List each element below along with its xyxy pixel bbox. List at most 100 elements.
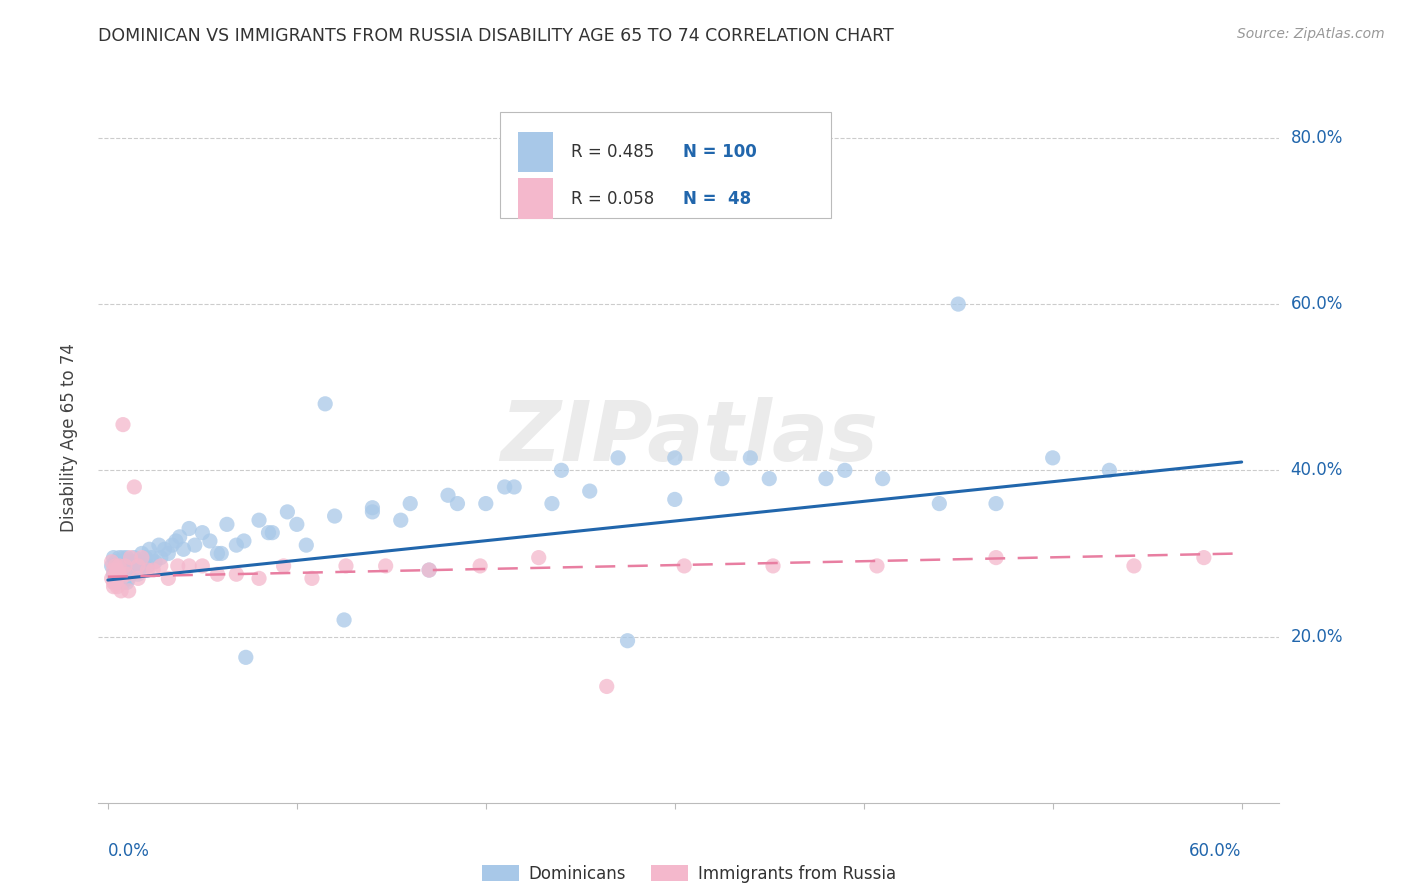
Point bbox=[418, 563, 440, 577]
Point bbox=[110, 571, 132, 585]
Point bbox=[166, 558, 188, 573]
Point bbox=[149, 550, 172, 565]
Point bbox=[207, 567, 229, 582]
Point bbox=[136, 558, 159, 573]
Point bbox=[262, 525, 284, 540]
Point bbox=[541, 497, 564, 511]
Point bbox=[104, 567, 127, 582]
Point bbox=[104, 555, 127, 569]
Point bbox=[121, 555, 143, 569]
Text: 60.0%: 60.0% bbox=[1291, 295, 1343, 313]
Point bbox=[872, 472, 894, 486]
Text: 80.0%: 80.0% bbox=[1291, 128, 1343, 147]
Point bbox=[110, 555, 132, 569]
Point bbox=[758, 472, 780, 486]
Text: N = 100: N = 100 bbox=[683, 143, 756, 161]
Point bbox=[120, 558, 142, 573]
Text: Source: ZipAtlas.com: Source: ZipAtlas.com bbox=[1237, 27, 1385, 41]
Point bbox=[257, 525, 280, 540]
Point bbox=[1098, 463, 1121, 477]
FancyBboxPatch shape bbox=[501, 112, 831, 218]
Point bbox=[105, 575, 128, 590]
Point bbox=[135, 550, 157, 565]
Point bbox=[124, 550, 146, 565]
Point bbox=[273, 558, 295, 573]
Point bbox=[948, 297, 970, 311]
Point bbox=[115, 558, 138, 573]
Point bbox=[191, 525, 214, 540]
Point bbox=[984, 497, 1007, 511]
Point bbox=[100, 558, 122, 573]
Point bbox=[103, 550, 125, 565]
Point bbox=[225, 567, 247, 582]
Point bbox=[550, 463, 572, 477]
Point bbox=[110, 558, 132, 573]
Point bbox=[527, 550, 550, 565]
Point bbox=[115, 567, 138, 582]
Text: N =  48: N = 48 bbox=[683, 190, 751, 208]
Legend: Dominicans, Immigrants from Russia: Dominicans, Immigrants from Russia bbox=[475, 858, 903, 889]
Point bbox=[132, 558, 155, 573]
Point bbox=[111, 575, 134, 590]
Point bbox=[301, 571, 323, 585]
Point bbox=[711, 472, 734, 486]
Point bbox=[418, 563, 440, 577]
Point bbox=[361, 500, 384, 515]
Point bbox=[673, 558, 696, 573]
Point bbox=[105, 563, 128, 577]
Point bbox=[169, 530, 191, 544]
Point bbox=[209, 546, 232, 560]
Point bbox=[596, 680, 619, 694]
Point bbox=[928, 497, 950, 511]
Text: ZIPatlas: ZIPatlas bbox=[501, 397, 877, 477]
Point bbox=[232, 533, 254, 548]
Point bbox=[105, 558, 128, 573]
Text: DOMINICAN VS IMMIGRANTS FROM RUSSIA DISABILITY AGE 65 TO 74 CORRELATION CHART: DOMINICAN VS IMMIGRANTS FROM RUSSIA DISA… bbox=[98, 27, 894, 45]
Point bbox=[160, 538, 183, 552]
Point bbox=[131, 546, 153, 560]
Point bbox=[114, 555, 136, 569]
Point bbox=[143, 555, 166, 569]
Point bbox=[108, 567, 131, 582]
Point bbox=[740, 450, 762, 465]
Point bbox=[215, 517, 238, 532]
Point bbox=[607, 450, 630, 465]
Point bbox=[616, 633, 638, 648]
Point bbox=[114, 571, 136, 585]
Point bbox=[138, 542, 160, 557]
Point bbox=[494, 480, 516, 494]
Point bbox=[105, 571, 128, 585]
Point bbox=[468, 558, 491, 573]
Point bbox=[103, 580, 125, 594]
Point bbox=[111, 550, 134, 565]
Point bbox=[814, 472, 837, 486]
Point bbox=[172, 542, 194, 557]
Point bbox=[136, 563, 159, 577]
Point bbox=[333, 613, 356, 627]
Point bbox=[207, 546, 229, 560]
Point bbox=[235, 650, 257, 665]
Point bbox=[335, 558, 357, 573]
Point bbox=[285, 517, 308, 532]
Point bbox=[110, 571, 132, 585]
Text: 20.0%: 20.0% bbox=[1291, 628, 1343, 646]
Point bbox=[762, 558, 785, 573]
Point bbox=[984, 550, 1007, 565]
Point bbox=[1042, 450, 1064, 465]
Point bbox=[115, 575, 138, 590]
Point bbox=[225, 538, 247, 552]
Point bbox=[157, 571, 180, 585]
Point bbox=[374, 558, 396, 573]
Text: R = 0.485: R = 0.485 bbox=[571, 143, 654, 161]
Point bbox=[446, 497, 468, 511]
Point bbox=[179, 558, 201, 573]
Point bbox=[104, 558, 127, 573]
Point bbox=[108, 558, 131, 573]
Point bbox=[111, 558, 134, 573]
Point bbox=[323, 509, 346, 524]
Point bbox=[105, 567, 128, 582]
Point bbox=[834, 463, 856, 477]
Point bbox=[108, 567, 131, 582]
Point bbox=[664, 450, 686, 465]
Point bbox=[103, 567, 125, 582]
